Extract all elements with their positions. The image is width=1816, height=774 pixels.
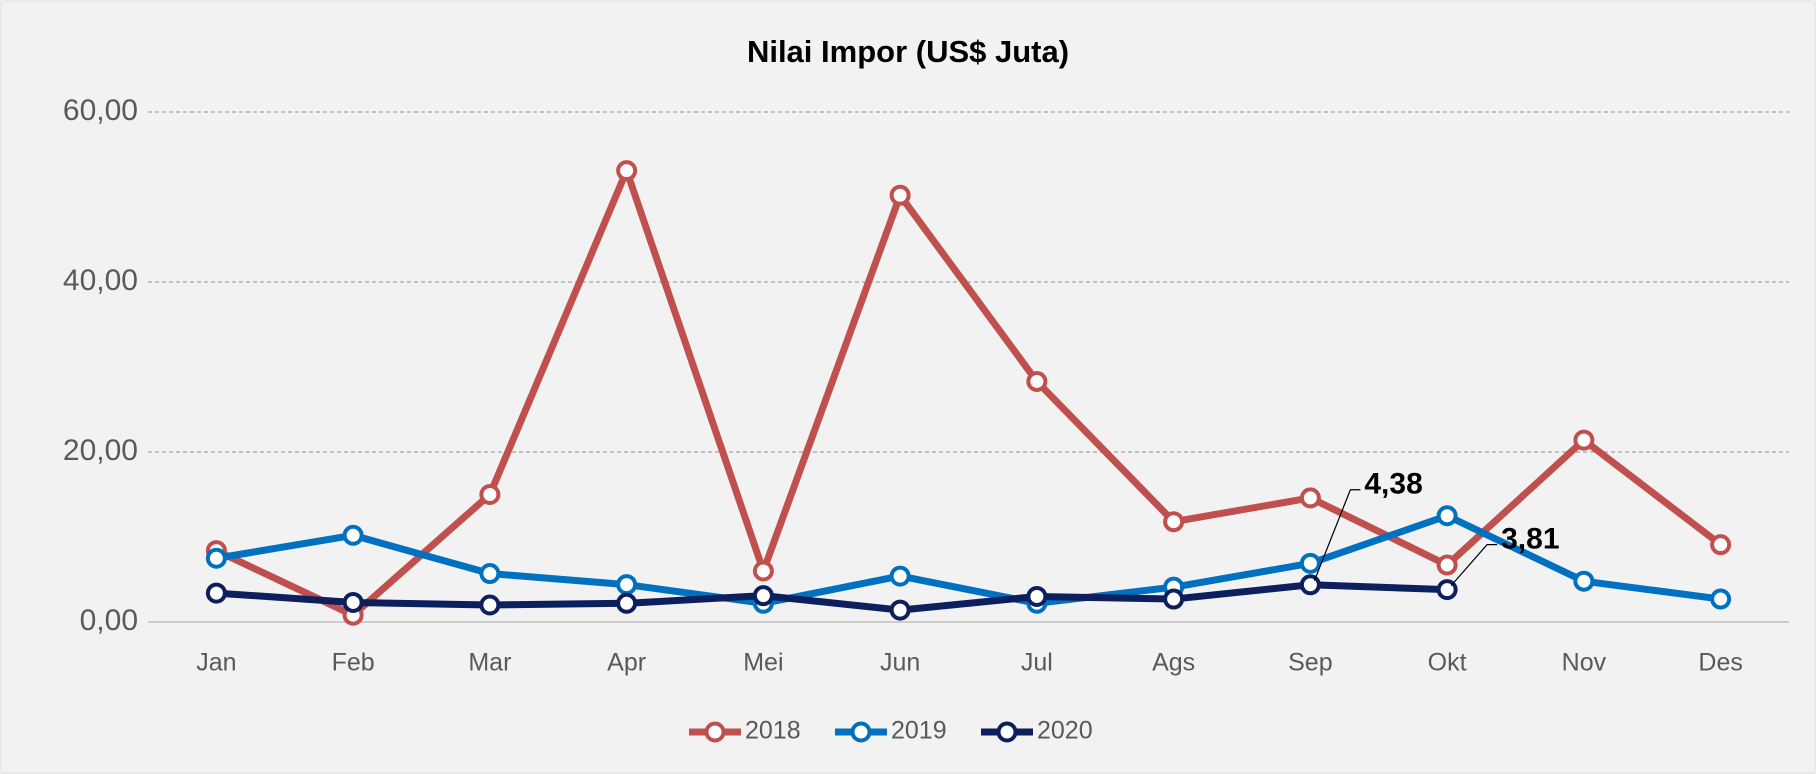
data-point <box>1026 370 1048 392</box>
data-point <box>1436 554 1458 576</box>
label-leader <box>1313 489 1361 581</box>
data-point <box>1299 487 1321 509</box>
y-tick-label: 40,00 <box>63 264 138 297</box>
x-tick-label: Des <box>1698 649 1742 677</box>
data-point <box>616 160 638 182</box>
legend-marker <box>996 721 1018 743</box>
data-point <box>889 565 911 587</box>
data-point <box>1436 505 1458 527</box>
x-tick-label: Ags <box>1152 649 1195 677</box>
x-tick-label: Jan <box>196 649 236 677</box>
data-point <box>342 591 364 613</box>
chart-title: Nilai Impor (US$ Juta) <box>747 34 1069 69</box>
y-tick-label: 20,00 <box>63 434 138 467</box>
series-line <box>216 581 1448 614</box>
data-point <box>479 563 501 585</box>
data-point <box>1026 586 1048 607</box>
data-point <box>479 594 501 616</box>
data-label: 3,81 <box>1501 523 1559 556</box>
data-point <box>479 484 501 505</box>
data-point <box>205 547 227 569</box>
legend-label: 2019 <box>891 717 947 745</box>
x-tick-label: Mei <box>743 649 783 677</box>
data-point <box>1710 534 1732 556</box>
data-point <box>1573 570 1595 592</box>
legend-marker <box>850 721 872 743</box>
legend-label: 2018 <box>745 717 801 745</box>
data-point <box>752 585 774 607</box>
data-point <box>616 592 638 614</box>
data-point <box>1163 588 1185 610</box>
x-tick-label: Sep <box>1288 649 1332 677</box>
y-tick-label: 60,00 <box>63 94 138 127</box>
legend-label: 2020 <box>1037 717 1093 745</box>
x-tick-label: Mar <box>468 649 511 677</box>
legend-marker <box>704 721 726 743</box>
data-point <box>616 574 638 596</box>
data-point <box>1710 588 1732 610</box>
series-line <box>215 512 1722 607</box>
x-tick-label: Jul <box>1021 649 1053 677</box>
data-point <box>1299 574 1321 596</box>
x-tick-label: Jun <box>880 649 920 677</box>
label-leader <box>1450 544 1498 587</box>
series-line <box>214 167 1723 619</box>
x-tick-label: Okt <box>1428 649 1467 677</box>
data-label: 4,38 <box>1364 468 1422 501</box>
data-point <box>889 599 911 621</box>
data-point <box>205 582 227 604</box>
data-point <box>1573 429 1595 451</box>
data-point <box>1299 552 1321 574</box>
data-point <box>889 184 911 206</box>
data-point <box>1163 511 1185 533</box>
x-tick-label: Apr <box>607 649 646 677</box>
x-tick-label: Nov <box>1562 649 1607 677</box>
data-point <box>752 560 774 582</box>
y-tick-label: 0,00 <box>80 604 138 637</box>
x-tick-label: Feb <box>332 649 375 677</box>
data-point <box>342 524 364 546</box>
